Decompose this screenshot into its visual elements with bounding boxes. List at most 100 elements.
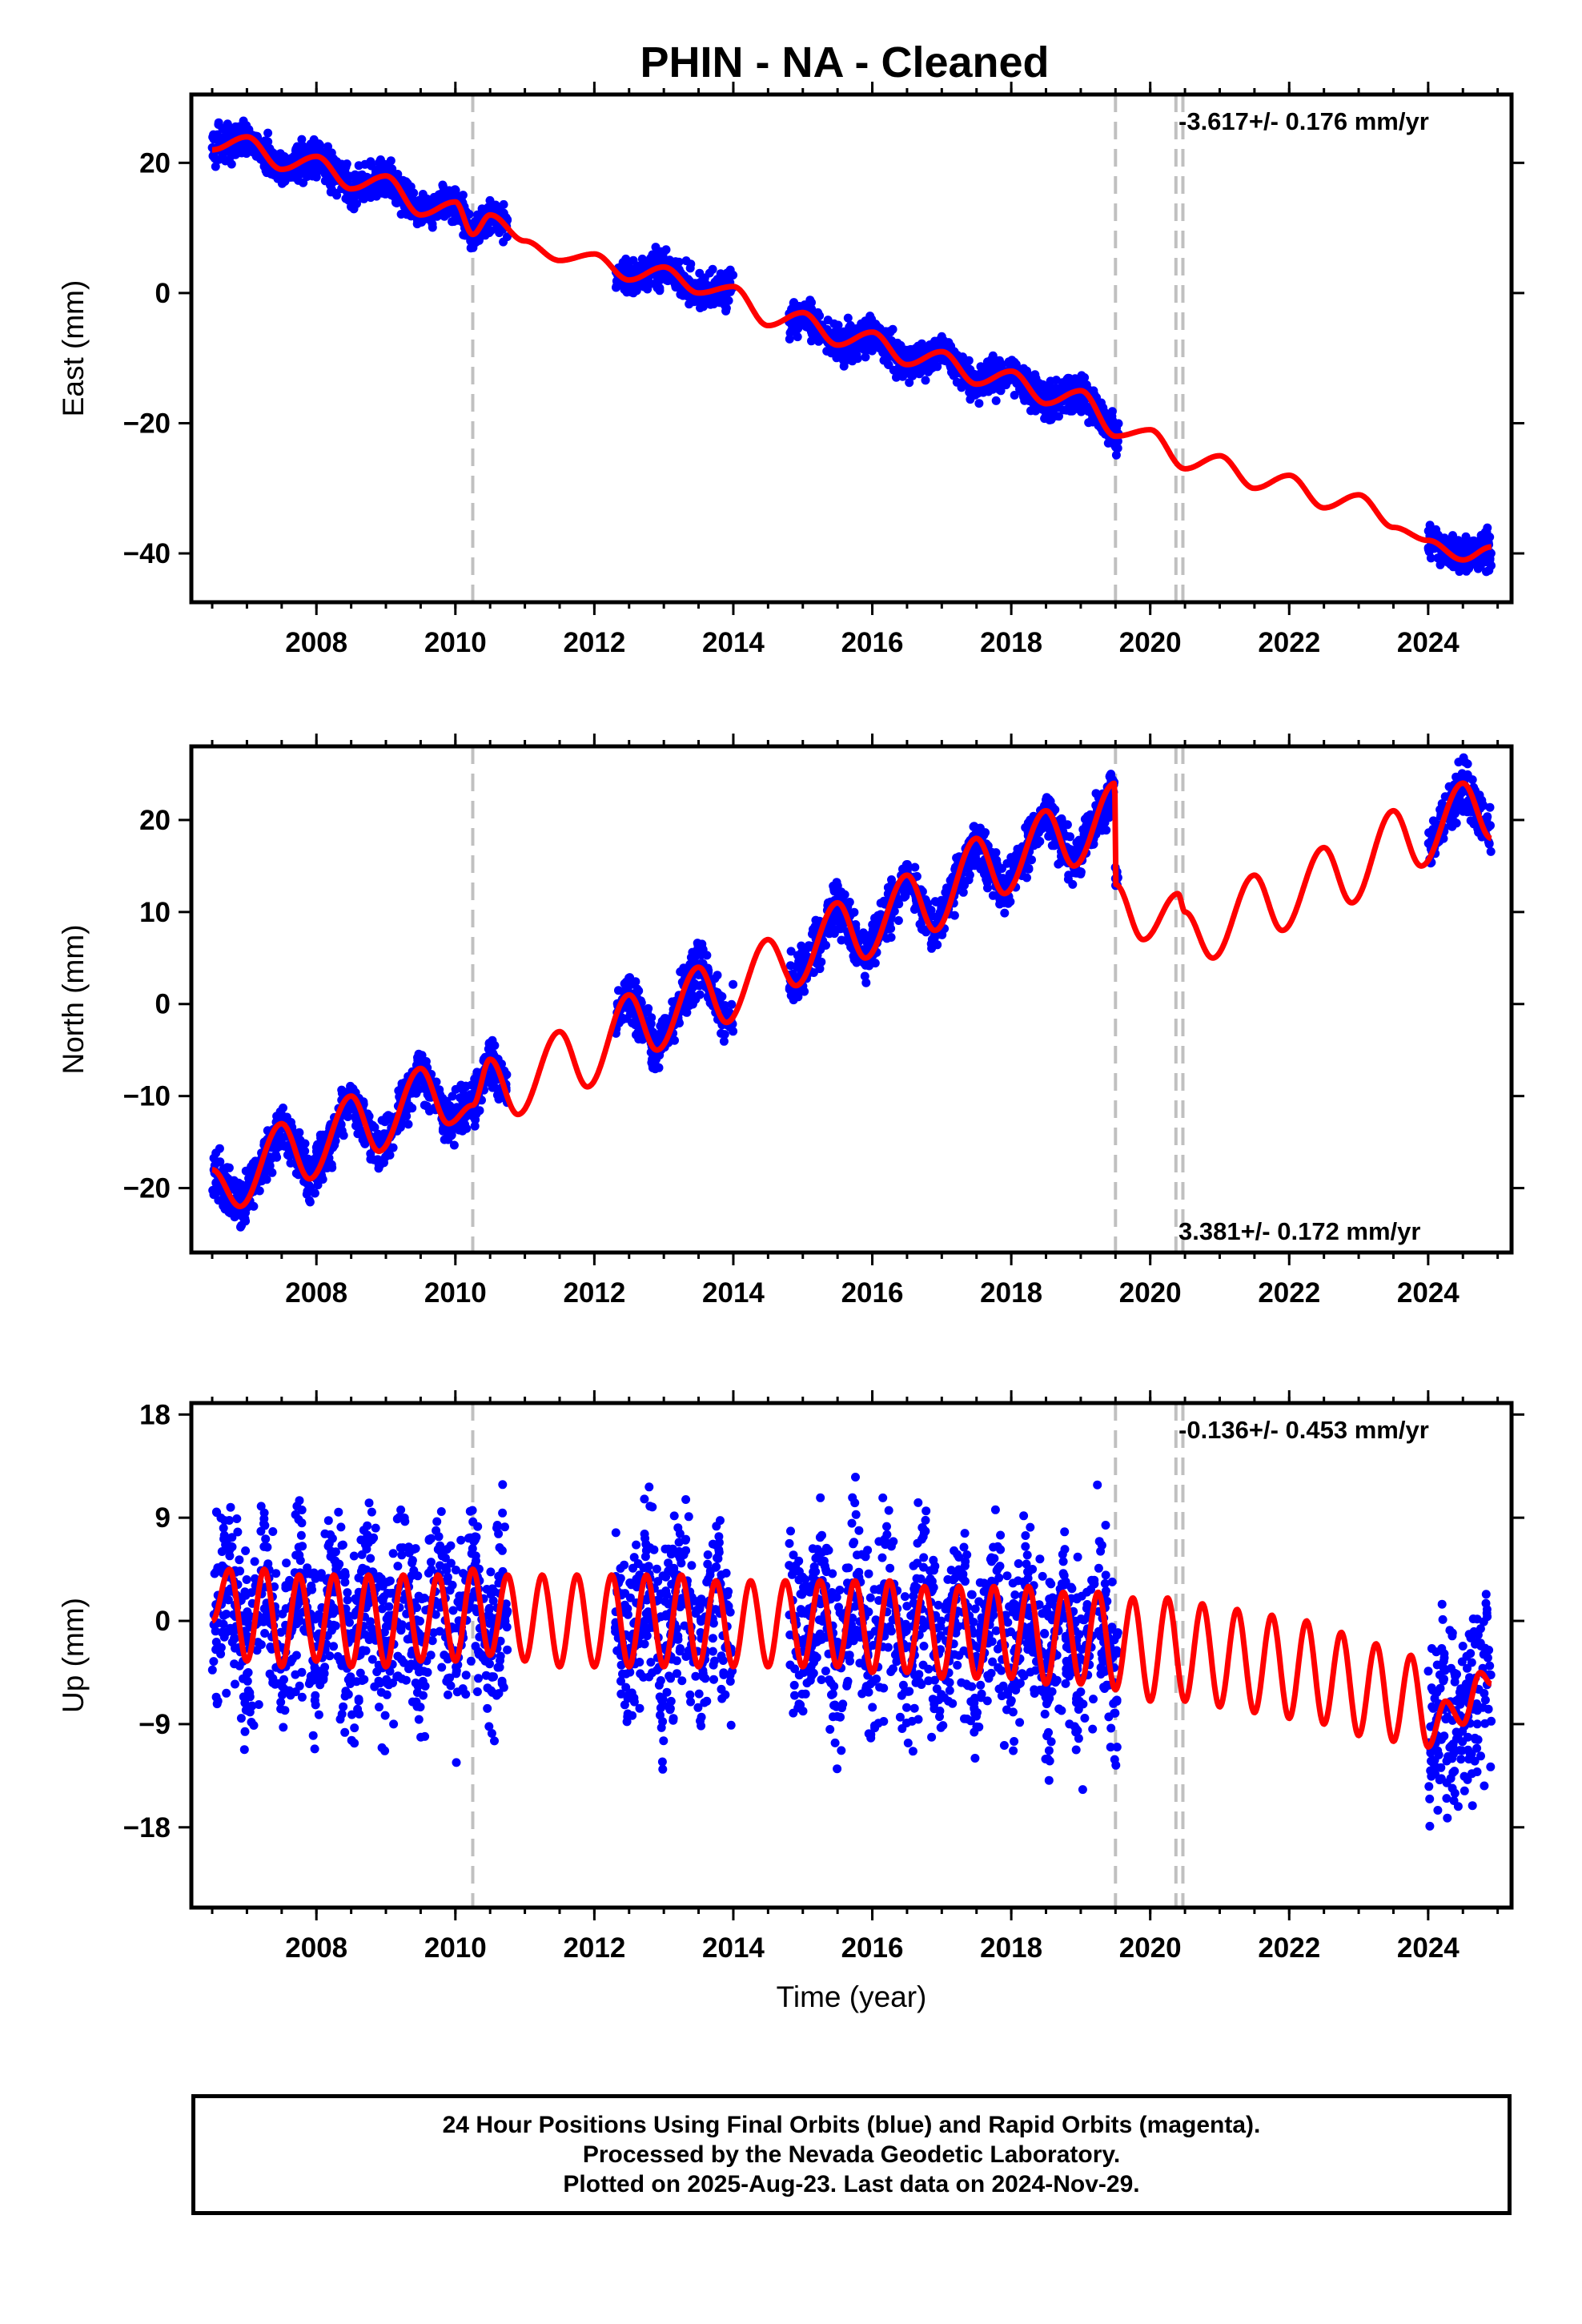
data-point (495, 228, 504, 238)
data-point (462, 1092, 471, 1102)
data-point (412, 219, 422, 229)
data-point (921, 376, 930, 385)
data-point (695, 990, 705, 999)
data-point (1486, 846, 1496, 856)
data-point (1020, 396, 1030, 405)
data-point (347, 202, 355, 211)
data-point (1045, 416, 1054, 424)
data-point (837, 935, 846, 945)
data-point (793, 324, 803, 333)
x-tick-label: 2014 (702, 627, 765, 658)
data-point (981, 828, 990, 838)
data-point (930, 336, 940, 346)
data-point (1064, 404, 1074, 414)
data-point (494, 1095, 504, 1104)
data-point (991, 396, 1001, 405)
data-point (396, 1123, 405, 1132)
data-point (485, 1047, 495, 1056)
data-point (367, 1120, 377, 1130)
plot-frame (189, 92, 1514, 605)
data-point (1111, 450, 1121, 460)
data-point (879, 356, 889, 365)
east-panel: 2008 2010 2012 2014 2016 2018 2020 2022 2024200−… (57, 82, 1524, 658)
data-point (471, 1115, 480, 1124)
data-point (676, 290, 685, 300)
data-point (434, 190, 444, 199)
data-point (648, 1063, 657, 1072)
data-point (839, 361, 849, 371)
data-point (1074, 399, 1083, 408)
data-point (887, 875, 896, 884)
x-tick-label: 2018 (980, 1277, 1042, 1309)
data-point (785, 328, 795, 338)
data-point (503, 232, 512, 242)
data-point (1100, 818, 1110, 827)
x-tick-label: 2014 (702, 1277, 765, 1309)
data-point (408, 1104, 417, 1113)
data-point (648, 1055, 658, 1064)
data-point (431, 1077, 440, 1087)
data-point (992, 363, 1002, 372)
data-point (383, 1111, 393, 1120)
data-points (207, 116, 1496, 577)
data-point (297, 143, 307, 153)
north-panel: 2008 2010 2012 2014 2016 2018 2020 2022 20242010… (57, 734, 1524, 1309)
data-point (448, 1092, 457, 1101)
data-point (832, 885, 841, 895)
data-point (215, 1157, 225, 1167)
data-point (1026, 406, 1035, 416)
data-point (831, 329, 841, 339)
data-point (1452, 540, 1461, 549)
data-point (357, 189, 367, 199)
data-point (834, 348, 844, 357)
data-point (965, 870, 974, 880)
data-point (716, 269, 725, 279)
data-point (614, 986, 623, 995)
data-point (272, 1152, 282, 1162)
y-tick-label: −10 (123, 1081, 171, 1112)
data-point (870, 914, 879, 923)
data-point (1066, 832, 1074, 842)
data-point (875, 324, 885, 333)
data-point (313, 1140, 322, 1149)
data-point (1027, 372, 1037, 381)
data-point (1078, 374, 1088, 384)
data-point (1000, 908, 1010, 918)
data-point (1430, 817, 1439, 826)
data-point (651, 243, 661, 252)
data-point (351, 1121, 360, 1131)
data-point (988, 384, 998, 394)
data-point (970, 852, 980, 862)
data-point (619, 259, 628, 268)
x-tick-label: 2022 (1258, 1277, 1320, 1309)
y-tick-label: 0 (155, 278, 171, 309)
data-point (628, 1018, 637, 1027)
data-point (1429, 529, 1439, 539)
data-point (1051, 376, 1061, 385)
data-point (473, 214, 483, 223)
y-tick-label: 20 (139, 805, 171, 836)
data-point (262, 168, 271, 178)
data-point (949, 371, 958, 380)
data-point (279, 1104, 287, 1112)
data-point (926, 906, 936, 915)
data-point (1460, 758, 1470, 767)
data-point (785, 961, 795, 971)
data-point (470, 1121, 480, 1131)
data-point (1114, 419, 1123, 428)
data-point (295, 1136, 305, 1145)
data-point (705, 268, 714, 278)
chart-title: PHIN - NA - Cleaned (640, 38, 1049, 86)
data-point (484, 228, 494, 238)
data-point (793, 987, 802, 997)
data-point (661, 1014, 671, 1023)
data-point (267, 1168, 277, 1177)
data-point (490, 1083, 500, 1092)
data-point (637, 254, 647, 263)
data-point (207, 1665, 217, 1675)
data-point (367, 161, 376, 171)
y-tick-label: −20 (123, 1173, 171, 1204)
data-point (438, 182, 448, 191)
data-point (982, 878, 992, 887)
data-point (1464, 564, 1474, 573)
